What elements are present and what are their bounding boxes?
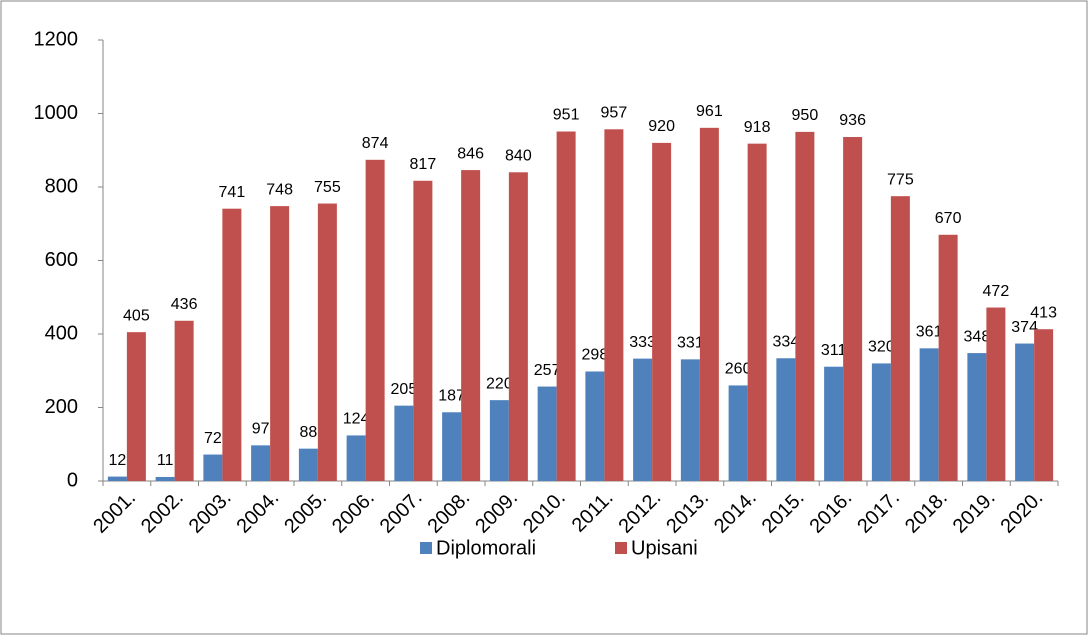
bar [585, 371, 605, 481]
bar [843, 137, 863, 481]
data-label: 936 [839, 112, 866, 129]
data-label: 874 [362, 135, 389, 152]
data-label: 670 [935, 210, 962, 227]
bar [346, 435, 366, 481]
bar [1015, 343, 1035, 481]
y-tick-label: 800 [45, 175, 78, 197]
legend-swatch [615, 542, 627, 554]
bar [604, 129, 624, 482]
bar [126, 332, 146, 481]
bar [938, 234, 958, 481]
data-label: 11 [157, 452, 174, 469]
data-label: 436 [171, 296, 198, 313]
data-label: 220 [486, 375, 513, 392]
data-label: 88 [299, 424, 317, 441]
bar [728, 385, 748, 481]
bar [890, 196, 910, 481]
data-label: 741 [219, 184, 246, 201]
bar [107, 476, 127, 481]
data-label: 472 [983, 283, 1010, 300]
data-label: 957 [601, 105, 628, 122]
bar [298, 448, 318, 481]
data-label: 950 [792, 107, 819, 124]
bar [699, 127, 719, 482]
bar [203, 454, 223, 481]
data-label: 334 [773, 333, 800, 350]
data-label: 748 [266, 181, 293, 198]
y-tick-label: 600 [45, 249, 78, 271]
bar [776, 358, 796, 481]
data-label: 755 [314, 179, 341, 196]
bar [919, 348, 939, 481]
bar [747, 143, 767, 481]
data-label: 920 [648, 118, 675, 135]
data-label: 205 [391, 381, 418, 398]
data-label: 124 [343, 411, 370, 428]
y-tick-label: 0 [67, 469, 78, 491]
bar [1034, 329, 1054, 481]
bar [967, 353, 987, 481]
bar [394, 405, 414, 481]
data-label: 405 [123, 307, 150, 324]
data-label: 12 [108, 452, 126, 469]
bar [652, 142, 672, 481]
data-label: 775 [887, 171, 914, 188]
data-label: 361 [916, 324, 943, 341]
data-label: 72 [204, 430, 222, 447]
data-label: 951 [553, 107, 580, 124]
data-label: 97 [252, 421, 270, 438]
bar [174, 320, 194, 481]
data-label: 918 [744, 119, 771, 136]
y-tick-label: 1200 [34, 28, 79, 50]
data-label: 333 [629, 334, 656, 351]
bar [633, 358, 653, 481]
y-tick-label: 1000 [34, 102, 79, 124]
bar [317, 203, 337, 481]
bar [251, 445, 271, 481]
data-label: 374 [1011, 319, 1038, 336]
bar [461, 170, 481, 481]
data-label: 840 [505, 148, 532, 165]
bar [489, 400, 509, 481]
bar [537, 386, 557, 481]
bar [986, 307, 1006, 481]
legend-label: Diplomorali [436, 537, 536, 559]
bar [442, 412, 462, 481]
bar [270, 206, 290, 482]
data-label: 413 [1030, 304, 1057, 321]
data-label: 348 [964, 328, 991, 345]
y-tick-label: 200 [45, 396, 78, 418]
bar [365, 159, 385, 481]
data-label: 331 [677, 335, 704, 352]
bar [556, 131, 576, 481]
bar [508, 172, 528, 482]
data-label: 260 [725, 361, 752, 378]
bar [413, 180, 433, 481]
data-label: 961 [696, 103, 723, 120]
data-label: 320 [868, 339, 895, 356]
legend-swatch [420, 542, 432, 554]
bar [155, 476, 175, 481]
bar [871, 363, 891, 481]
data-label: 187 [438, 387, 465, 404]
data-label: 846 [457, 145, 484, 162]
y-tick-label: 400 [45, 322, 78, 344]
data-label: 817 [410, 156, 437, 173]
bar [824, 366, 844, 481]
bar [222, 208, 242, 481]
bar [680, 359, 700, 481]
data-label: 257 [534, 362, 561, 379]
legend-label: Upisani [631, 537, 698, 559]
data-label: 298 [582, 347, 609, 364]
data-label: 311 [821, 342, 847, 359]
bar [795, 131, 815, 481]
